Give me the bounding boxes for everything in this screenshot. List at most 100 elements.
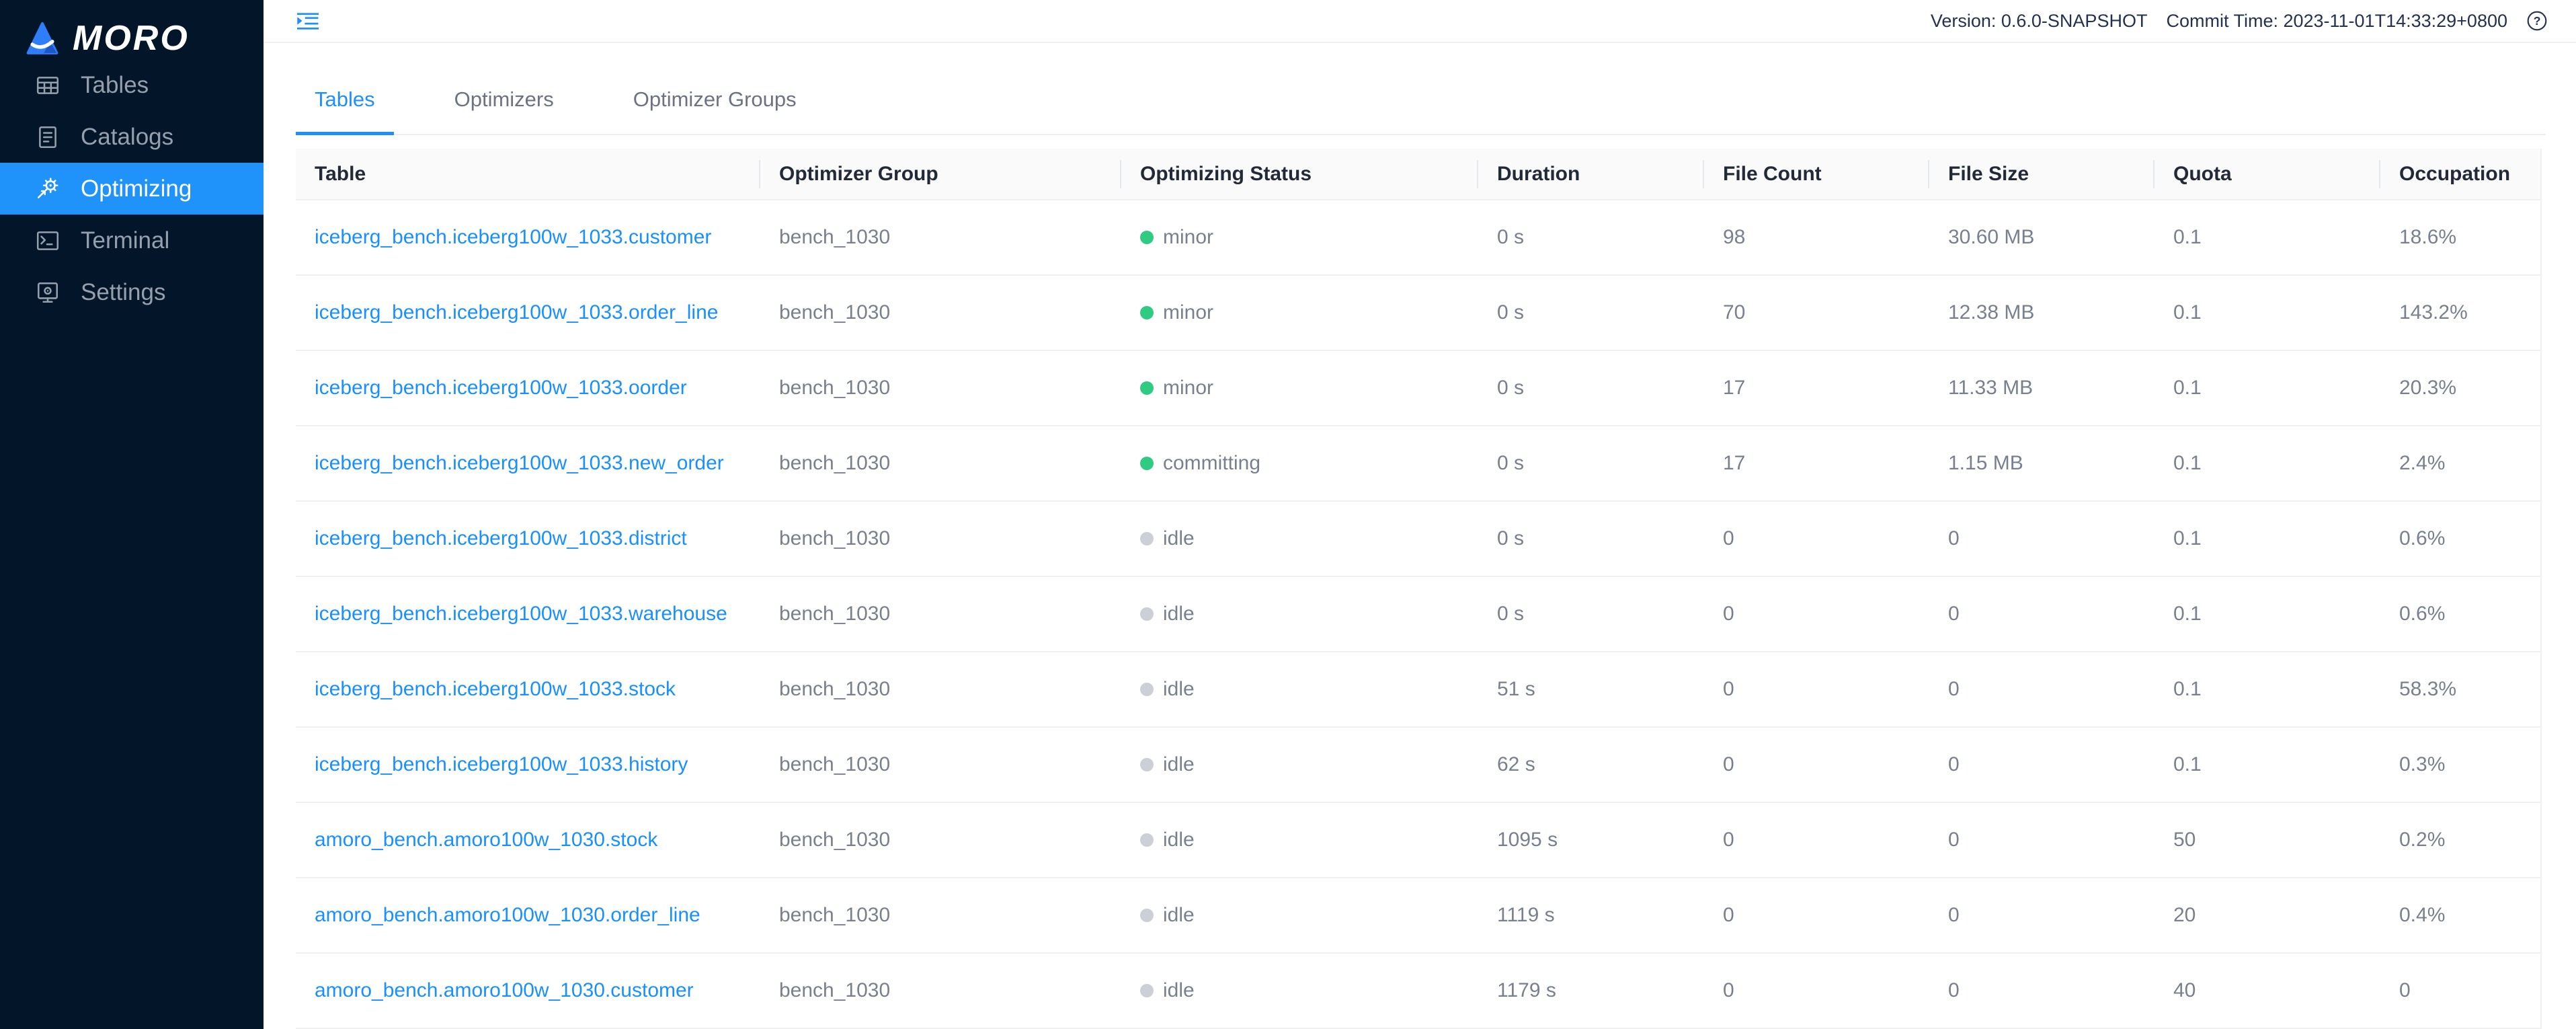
table-link[interactable]: amoro_bench.amoro100w_1030.customer [315,979,694,1001]
duration-cell: 62 s [1478,727,1704,803]
quota-cell: 0.1 [2155,652,2380,728]
optimizer-group-cell: bench_1030 [760,426,1121,502]
optimizer-group-cell: bench_1030 [760,727,1121,803]
file-size-cell: 0 [1929,727,2155,803]
optimizer-group-cell: bench_1030 [760,350,1121,426]
sidebar-item-terminal[interactable]: Terminal [0,215,264,266]
optimizer-group-cell: bench_1030 [760,878,1121,954]
sidebar-item-tables[interactable]: Tables [0,59,264,111]
occupation-cell: 58.3% [2380,652,2541,728]
tab-tables[interactable]: Tables [296,70,394,135]
status-dot-icon [1140,758,1154,771]
occupation-cell: 0.3% [2380,727,2541,803]
table-row: amoro_bench.amoro100w_1030.order_line be… [296,878,2541,954]
sidebar-item-label: Catalogs [81,123,174,150]
file-size-cell: 30.60 MB [1929,200,2155,276]
table-row: iceberg_bench.iceberg100w_1033.history b… [296,727,2541,803]
tab-optimizers[interactable]: Optimizers [454,87,554,111]
status-dot-icon [1140,532,1154,545]
status-dot-icon [1140,381,1154,395]
optimizer-group-cell: bench_1030 [760,953,1121,1029]
duration-cell: 0 s [1478,275,1704,351]
status-label: minor [1163,301,1214,323]
occupation-cell: 20.3% [2380,350,2541,426]
occupation-cell: 0 [2380,953,2541,1029]
file-count-cell: 17 [1704,350,1929,426]
optimizer-group-cell: bench_1030 [760,576,1121,652]
status-label: idle [1163,678,1195,700]
status-cell: idle [1121,727,1478,803]
table-link[interactable]: amoro_bench.amoro100w_1030.stock [315,829,658,851]
sidebar-item-label: Settings [81,278,166,305]
sidebar-item-catalogs[interactable]: Catalogs [0,111,264,163]
table-link[interactable]: iceberg_bench.iceberg100w_1033.oorder [315,377,687,399]
status-cell: idle [1121,501,1478,577]
table-row: iceberg_bench.iceberg100w_1033.stock ben… [296,652,2541,728]
column-header-quota: Quota [2155,149,2380,200]
status-cell: minor [1121,200,1478,276]
tab-optimizer-groups[interactable]: Optimizer Groups [633,87,797,111]
duration-cell: 1119 s [1478,878,1704,954]
table-link[interactable]: iceberg_bench.iceberg100w_1033.history [315,753,688,775]
status-label: idle [1163,829,1195,851]
optimizer-group-cell: bench_1030 [760,652,1121,728]
status-dot-icon [1140,909,1154,922]
file-size-cell: 0 [1929,878,2155,954]
status-label: idle [1163,979,1195,1001]
status-label: minor [1163,226,1214,248]
column-header-occupation: Occupation [2380,149,2541,200]
svg-text:?: ? [2534,14,2541,28]
quota-cell: 50 [2155,802,2380,878]
file-count-cell: 70 [1704,275,1929,351]
quota-cell: 40 [2155,953,2380,1029]
status-label: idle [1163,527,1195,549]
question-circle-icon[interactable]: ? [2526,10,2548,32]
status-cell: idle [1121,652,1478,728]
duration-cell: 1179 s [1478,953,1704,1029]
file-count-cell: 0 [1704,802,1929,878]
status-dot-icon [1140,607,1154,621]
status-cell: idle [1121,878,1478,954]
table-row: amoro_bench.amoro100w_1030.stock bench_1… [296,802,2541,878]
file-size-cell: 11.33 MB [1929,350,2155,426]
topbar-right: Version: 0.6.0-SNAPSHOT Commit Time: 202… [1931,10,2548,32]
table-row: iceberg_bench.iceberg100w_1033.oorder be… [296,350,2541,426]
table-link[interactable]: iceberg_bench.iceberg100w_1033.customer [315,226,712,248]
status-dot-icon [1140,457,1154,470]
table-link[interactable]: iceberg_bench.iceberg100w_1033.warehouse [315,603,727,625]
table-link[interactable]: iceberg_bench.iceberg100w_1033.stock [315,678,676,700]
app-logo[interactable]: MORO [0,0,264,59]
column-header-optimizer-group: Optimizer Group [760,149,1121,200]
sidebar-item-optimizing[interactable]: Optimizing [0,163,264,215]
optimizer-group-cell: bench_1030 [760,802,1121,878]
column-header-optimizing-status: Optimizing Status [1121,149,1478,200]
table-link[interactable]: amoro_bench.amoro100w_1030.order_line [315,904,700,926]
table-row: amoro_bench.amoro100w_1030.customer benc… [296,953,2541,1029]
occupation-cell: 0.6% [2380,576,2541,652]
quota-cell: 0.1 [2155,200,2380,276]
duration-cell: 0 s [1478,350,1704,426]
quota-cell: 0.1 [2155,426,2380,502]
duration-cell: 0 s [1478,576,1704,652]
table-link[interactable]: iceberg_bench.iceberg100w_1033.new_order [315,452,724,474]
status-cell: minor [1121,350,1478,426]
optimizing-tables-wrap: Table Optimizer Group Optimizing Status … [296,149,2546,1029]
sidebar-menu: Tables Catalogs Optimizing Terminal Sett… [0,59,264,318]
table-link[interactable]: iceberg_bench.iceberg100w_1033.district [315,527,687,549]
sidebar-item-label: Tables [81,71,149,98]
table-link[interactable]: iceberg_bench.iceberg100w_1033.order_lin… [315,301,719,323]
quota-cell: 0.1 [2155,501,2380,577]
content-area: Tables Optimizers Optimizer Groups Table… [264,43,2576,1029]
catalogs-icon [35,124,61,150]
status-dot-icon [1140,306,1154,319]
status-label: committing [1163,452,1261,474]
quota-cell: 0.1 [2155,275,2380,351]
status-dot-icon [1140,231,1154,244]
table-row: iceberg_bench.iceberg100w_1033.district … [296,501,2541,577]
menu-fold-icon[interactable] [294,7,322,35]
logo-text: MORO [73,19,190,58]
duration-cell: 0 s [1478,426,1704,502]
sidebar-item-settings[interactable]: Settings [0,266,264,318]
duration-cell: 0 s [1478,200,1704,276]
